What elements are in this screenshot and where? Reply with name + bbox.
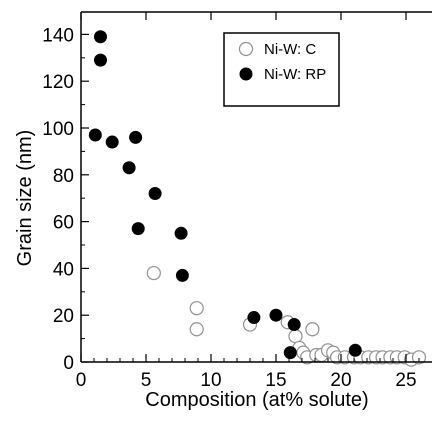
- x-tick-label: 25: [395, 370, 416, 391]
- tick-labels: 0 5 10 15 20 25 0 20 40 60 80 100 120 140: [42, 25, 416, 391]
- x-tick-label: 5: [141, 370, 152, 391]
- data-point-ni-w-rp: [283, 346, 297, 360]
- data-point-ni-w-rp: [175, 268, 189, 282]
- x-tick-label: 20: [330, 370, 351, 391]
- data-point-ni-w-rp: [148, 187, 162, 201]
- data-point-ni-w-rp: [94, 30, 107, 44]
- data-point-ni-w-rp: [129, 130, 143, 144]
- y-tick-label: 20: [53, 306, 74, 327]
- y-axis-title: Grain size (nm): [14, 130, 36, 267]
- y-tick-label: 0: [63, 353, 74, 374]
- data-point-ni-w-rp: [287, 318, 301, 332]
- legend-marker-c: [238, 41, 254, 57]
- data-point-ni-w-rp: [269, 308, 283, 322]
- data-point-ni-w-c: [189, 301, 204, 316]
- x-tick-label: 0: [76, 370, 87, 391]
- data-point-ni-w-c: [305, 322, 320, 337]
- legend: Ni-W: C Ni-W: RP: [223, 32, 340, 107]
- legend-label-rp: Ni-W: RP: [264, 66, 326, 83]
- x-tick-label: 10: [200, 370, 221, 391]
- data-point-ni-w-rp: [348, 343, 362, 357]
- data-point-ni-w-rp: [174, 226, 188, 240]
- data-point-ni-w-c: [146, 265, 161, 281]
- axes: [80, 11, 432, 363]
- x-axis-title: Composition (at% solute): [145, 389, 368, 411]
- data-point-ni-w-rp: [88, 128, 102, 142]
- data-point-ni-w-rp: [94, 53, 107, 67]
- data-point-ni-w-rp: [105, 135, 119, 149]
- y-tick-label: 140: [42, 25, 74, 46]
- y-tick-label: 80: [53, 166, 74, 187]
- data-point-ni-w-c: [288, 329, 303, 344]
- data-point-ni-w-rp: [122, 161, 136, 175]
- legend-marker-rp: [239, 67, 253, 81]
- data-point-ni-w-c: [189, 322, 204, 337]
- y-tick-label: 120: [42, 72, 74, 93]
- plot-area: [88, 30, 427, 367]
- legend-label-c: Ni-W: C: [264, 41, 316, 58]
- x-tick-label: 15: [265, 370, 286, 391]
- data-point-ni-w-c: [411, 350, 427, 365]
- y-tick-label: 40: [53, 259, 74, 280]
- data-point-ni-w-rp: [247, 311, 261, 325]
- data-point-ni-w-rp: [131, 222, 145, 236]
- y-tick-label: 60: [53, 213, 74, 234]
- y-tick-label: 100: [42, 119, 74, 140]
